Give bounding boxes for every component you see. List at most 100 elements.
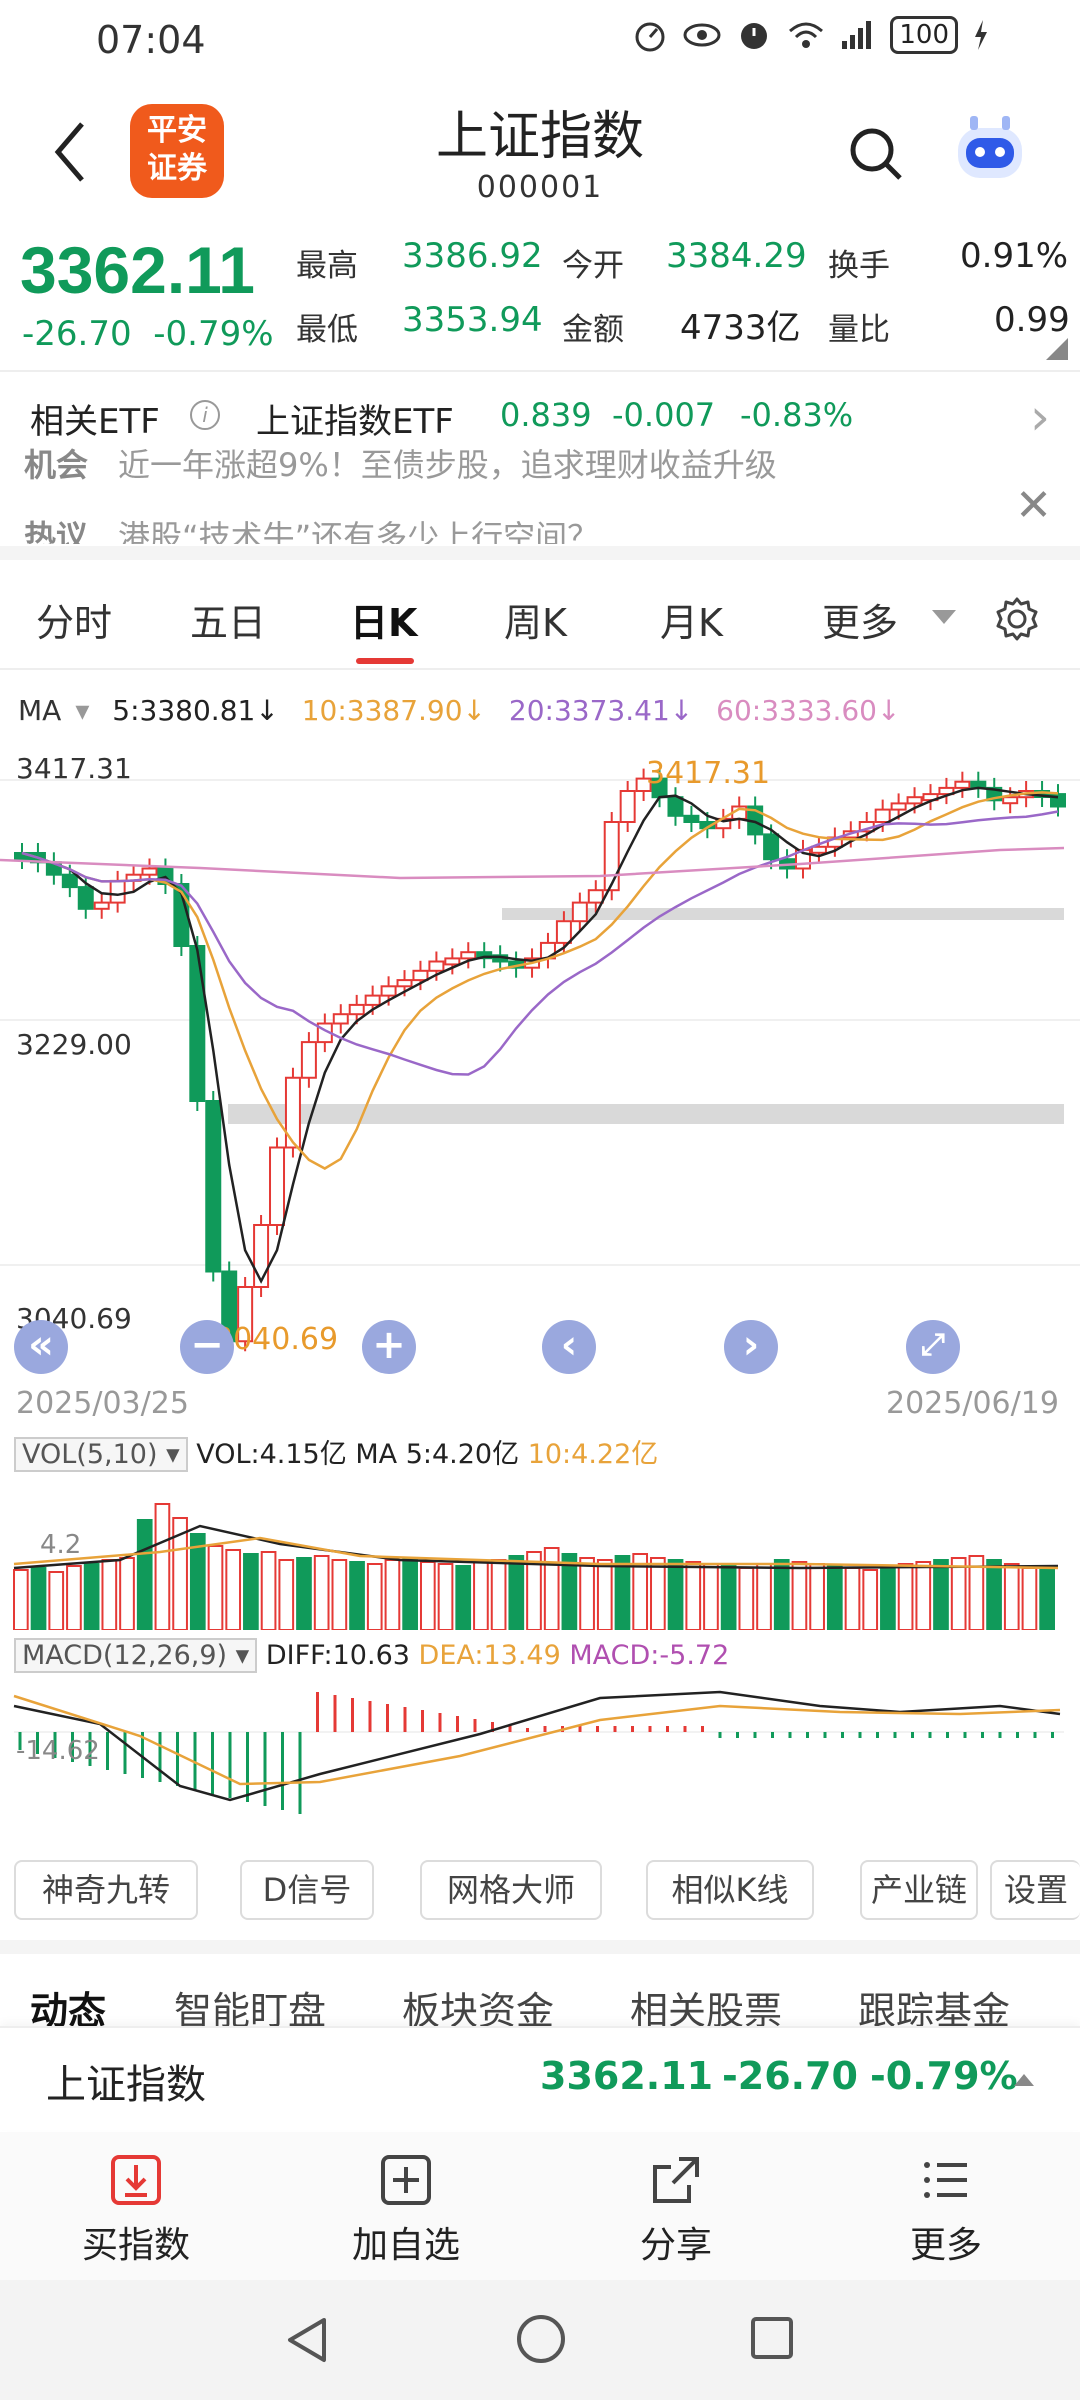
nav-back-icon[interactable] <box>282 2314 332 2366</box>
more-button[interactable]: 更多 <box>866 2152 1026 2268</box>
macd-legend[interactable]: MACD(12,26,9) ▾ DIFF:10.63 DEA:13.49 MAC… <box>14 1638 729 1673</box>
news-ticker[interactable]: 机会 近一年涨超9%！至债步股，追求理财收益升级 热议 港股“技术牛”还有多少上行空… <box>0 444 1080 544</box>
tab-five-day[interactable]: 五日 <box>190 601 267 645</box>
signal-icon <box>842 21 872 49</box>
etf-label: 相关ETF <box>30 402 160 442</box>
volume-bar <box>650 1557 666 1630</box>
scroll-right-button[interactable]: › <box>724 1320 778 1374</box>
vol-ma10: 10:4.22亿 <box>527 1439 659 1470</box>
add-watchlist-button[interactable]: 加自选 <box>326 2152 486 2268</box>
related-etf-row[interactable]: 相关ETF i 上证指数ETF 0.839 -0.007 -0.83% › <box>0 380 1080 450</box>
news-item[interactable]: 机会 近一年涨超9%！至债步股，追求理财收益升级 <box>24 444 777 486</box>
tab-sector-funds[interactable]: 板块资金 <box>402 1989 555 2030</box>
add-watchlist-label: 加自选 <box>351 2225 460 2266</box>
ma5-line <box>21 786 1059 1284</box>
tool-settings[interactable]: 设置 <box>990 1860 1080 1920</box>
rewind-button[interactable]: « <box>14 1320 68 1374</box>
nav-home-icon[interactable] <box>514 2312 568 2366</box>
candle-body <box>284 1076 301 1149</box>
etf-change: -0.007 <box>612 396 716 434</box>
vol-axis-label: 4.2 <box>40 1530 82 1560</box>
back-arrow-icon[interactable] <box>44 112 100 192</box>
candle-body <box>619 790 636 823</box>
tab-related-stocks[interactable]: 相关股票 <box>630 1989 783 2030</box>
logo-line2: 证券 <box>147 151 207 186</box>
close-icon[interactable]: ✕ <box>1015 480 1052 531</box>
volume-bar <box>260 1551 277 1630</box>
y-axis-mid-label: 3229.00 <box>16 1028 132 1061</box>
scroll-left-button[interactable]: ‹ <box>542 1320 596 1374</box>
broker-logo: 平安 证券 <box>130 104 224 198</box>
kline-chart[interactable] <box>0 740 1080 1360</box>
vol-value: VOL:4.15亿 <box>196 1439 347 1470</box>
volume-bar <box>243 1553 259 1630</box>
tool-similar-kline[interactable]: 相似K线 <box>646 1860 814 1920</box>
volume-bar <box>933 1559 949 1630</box>
volume-bar <box>986 1559 1002 1630</box>
macd-dea: DEA:13.49 <box>418 1640 561 1671</box>
tab-monthly-k[interactable]: 月K <box>660 601 723 645</box>
chevron-down-icon[interactable] <box>932 610 956 624</box>
volume-legend[interactable]: VOL(5,10) ▾ VOL:4.15亿 MA 5:4.20亿 10:4.22… <box>14 1432 659 1472</box>
candle-body <box>141 867 158 876</box>
assistant-robot-icon[interactable] <box>950 110 1030 186</box>
candle-body <box>300 1041 317 1079</box>
candle-body <box>635 777 652 792</box>
tab-intraday[interactable]: 分时 <box>36 601 113 645</box>
buy-index-button[interactable]: 买指数 <box>56 2152 216 2268</box>
section-divider <box>0 1940 1080 1954</box>
macd-indicator-selector[interactable]: MACD(12,26,9) ▾ <box>14 1638 258 1673</box>
chevron-right-icon[interactable]: › <box>1030 388 1050 446</box>
gear-icon[interactable] <box>992 594 1042 644</box>
volume-bar <box>296 1557 312 1630</box>
candle-body <box>77 886 94 910</box>
tab-smart-watch[interactable]: 智能盯盘 <box>174 1989 327 2030</box>
ma-legend[interactable]: MA ▾ 5:3380.81↓ 10:3387.90↓ 20:3373.41↓ 6… <box>18 694 914 727</box>
news-item[interactable]: 热议 港股“技术牛”还有多少上行空间？ <box>24 512 599 544</box>
zoom-in-button[interactable]: + <box>362 1320 416 1374</box>
tool-magic-nine[interactable]: 神奇九转 <box>14 1860 198 1920</box>
ma-label: MA <box>18 694 62 727</box>
tab-daily-k[interactable]: 日K <box>350 601 418 645</box>
tab-tracking-funds[interactable]: 跟踪基金 <box>858 1989 1011 2030</box>
status-time: 07:04 <box>96 18 206 62</box>
volume-bar <box>791 1561 808 1630</box>
battery-indicator: 100 <box>890 16 958 54</box>
volume-bar <box>366 1563 383 1630</box>
chevron-up-icon[interactable] <box>1014 2074 1034 2086</box>
candle-body <box>428 960 445 972</box>
bottom-quote-bar[interactable]: 上证指数 3362.11 -26.70 -0.79% <box>0 2026 1080 2130</box>
zoom-out-button[interactable]: − <box>180 1320 234 1374</box>
macd-chart[interactable] <box>0 1676 1080 1836</box>
candle-body <box>890 802 907 811</box>
tool-d-signal[interactable]: D信号 <box>240 1860 374 1920</box>
tab-news-feed[interactable]: 动态 <box>30 1989 107 2030</box>
volume-bar <box>13 1569 29 1630</box>
date-start-label: 2025/03/25 <box>16 1386 189 1421</box>
volume-bar <box>172 1517 188 1630</box>
tab-more[interactable]: 更多 <box>822 601 899 645</box>
nav-recents-icon[interactable] <box>748 2314 796 2362</box>
tab-weekly-k[interactable]: 周K <box>504 601 567 645</box>
content-tabs: 动态 智能盯盘 板块资金 相关股票 跟踪基金 <box>0 1960 1080 2030</box>
fullscreen-button[interactable]: ⤢ <box>906 1320 960 1374</box>
caret-down-icon: ▾ <box>166 1439 180 1470</box>
dea-line <box>13 1694 1061 1786</box>
volume-chart[interactable] <box>0 1468 1080 1630</box>
alarm-icon <box>741 23 768 49</box>
expand-corner-icon[interactable] <box>1046 338 1068 360</box>
tool-grid-master[interactable]: 网格大师 <box>420 1860 602 1920</box>
search-icon[interactable] <box>846 124 906 184</box>
etf-price: 0.839 <box>500 396 592 434</box>
volume-bar <box>437 1563 454 1630</box>
tool-industry-chain[interactable]: 产业链 <box>860 1860 978 1920</box>
info-icon[interactable]: i <box>190 400 220 430</box>
vol-ma10-line <box>13 1536 1059 1570</box>
share-button[interactable]: 分享 <box>596 2152 756 2268</box>
vol-indicator-selector[interactable]: VOL(5,10) ▾ <box>14 1437 188 1472</box>
more-label: 更多 <box>909 2225 982 2266</box>
page-title: 上证指数 <box>435 107 644 167</box>
candle-body <box>1002 796 1019 805</box>
volume-bar <box>66 1565 82 1630</box>
